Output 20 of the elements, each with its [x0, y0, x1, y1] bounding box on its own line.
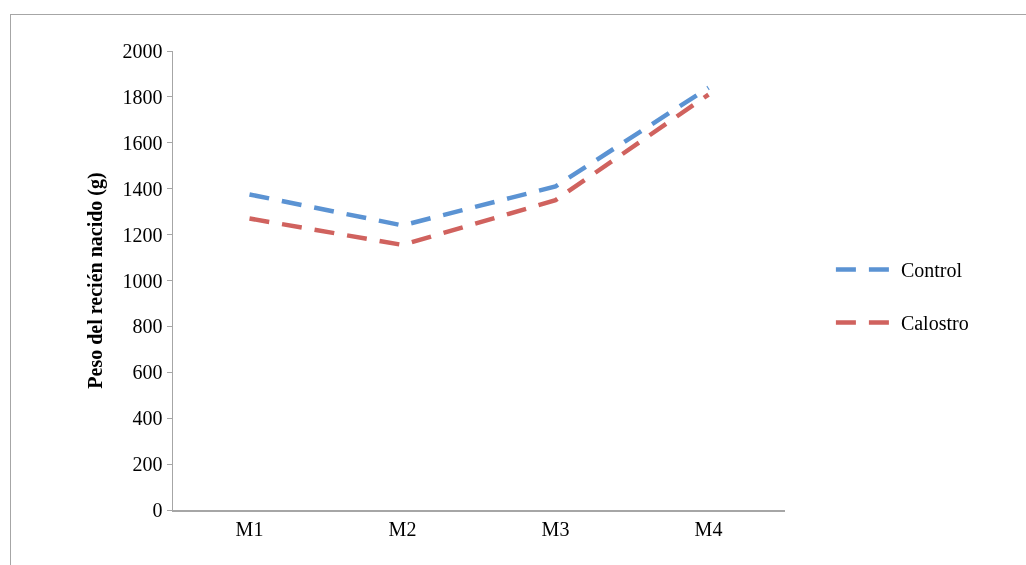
y-tick-label: 1000	[122, 269, 163, 292]
legend-label: Calostro	[900, 312, 969, 335]
y-tick-label: 200	[132, 453, 163, 476]
x-tick-label: M2	[388, 517, 417, 540]
y-tick-label: 2000	[122, 40, 163, 62]
y-tick-label: 400	[132, 407, 163, 430]
line-series	[247, 85, 711, 228]
y-tick-label: 1200	[122, 223, 163, 246]
y-tick-label: 600	[132, 361, 163, 384]
x-tick-label: M3	[541, 517, 570, 540]
y-tick-label: 1600	[122, 131, 163, 154]
y-tick-label: 1800	[122, 85, 163, 108]
x-tick-label: M4	[694, 517, 723, 540]
x-tick-label: M1	[235, 517, 264, 540]
legend-label: Control	[900, 259, 963, 282]
y-tick-label: 800	[132, 315, 163, 338]
y-tick-label: 1400	[122, 177, 163, 200]
y-axis-title: Peso del recién nacido (g)	[84, 172, 108, 389]
line-series	[247, 92, 711, 248]
y-tick-label: 0	[152, 499, 163, 521]
